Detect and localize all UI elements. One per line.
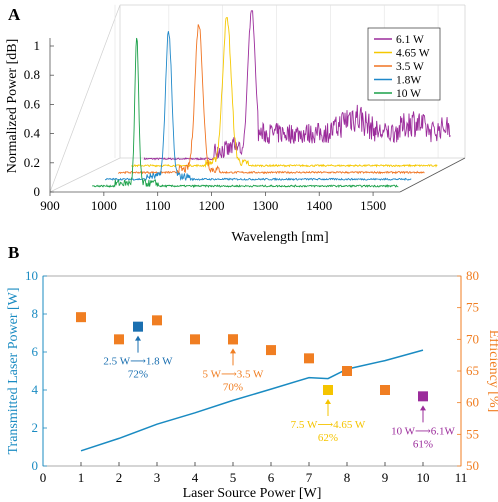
panel-a-left-wall [49, 4, 121, 193]
legend-label: 10 W [396, 88, 421, 100]
spectrum-3-5-w [118, 24, 425, 175]
y-left-tick-label: 4 [32, 382, 39, 397]
panel-b-label: B [8, 243, 19, 262]
x-tick-label: 1100 [145, 198, 171, 213]
efficiency-point [152, 315, 162, 326]
panel-a-x-label: Wavelength [nm] [231, 230, 328, 245]
panel-a-y-label: Normalized Power [dB] [5, 39, 20, 174]
y-right-tick-label: 60 [466, 395, 479, 410]
highlight-point [228, 334, 238, 345]
x-tick-label: 900 [40, 198, 60, 213]
annotation-efficiency: 72% [128, 369, 148, 381]
x-tick-label: 5 [230, 470, 237, 485]
y-right-tick-label: 65 [466, 363, 479, 378]
x-tick-label: 2 [116, 470, 123, 485]
annotation-label: 2.5 W⟶1.8 W [103, 356, 173, 368]
legend-label: 3.5 W [396, 61, 424, 73]
x-tick-label: 1400 [306, 198, 332, 213]
annotation-arrow-head [230, 348, 236, 354]
annotation-arrow-head [135, 335, 141, 341]
annotation-arrow-head [420, 405, 426, 411]
legend-label: 4.65 W [396, 48, 430, 60]
y-left-tick-label: 0 [32, 458, 39, 473]
efficiency-point [266, 345, 276, 356]
panel-b-annotations: 2.5 W⟶1.8 W72% 5 W⟶3.5 W70% 7.5 W⟶4.65 W62… [103, 321, 456, 450]
y-right-tick-label: 55 [466, 426, 479, 441]
efficiency-point [190, 334, 200, 345]
panel-a: A 900 1000 1100 1200 1300 1400 1500 0 0.2 0.4 0.6 0… [5, 4, 466, 245]
efficiency-point [76, 312, 86, 323]
y-left-tick-label: 10 [25, 268, 38, 283]
spectrum-1-8w [104, 31, 412, 182]
panel-b-x-label: Laser Source Power [W] [183, 486, 322, 501]
y-right-tick-label: 70 [466, 331, 479, 346]
legend-label: 6.1 W [396, 34, 424, 46]
spectrum-6-1-w [143, 10, 451, 161]
annotation-arrow-head [325, 399, 331, 404]
panel-a-ticks: 900 1000 1100 1200 1300 1400 1500 0 0.2 0.4 0.6 0.8… [24, 38, 386, 213]
x-tick-label: 3 [154, 470, 161, 485]
x-tick-label: 10 [417, 470, 430, 485]
annotation-label: 10 W⟶6.1W [391, 425, 455, 437]
x-tick-label: 8 [344, 470, 351, 485]
highlight-point [323, 385, 333, 395]
efficiency-point [304, 353, 314, 364]
x-tick-label: 4 [192, 470, 199, 485]
annotation-efficiency: 62% [318, 432, 338, 444]
y-tick-label: 0.6 [24, 96, 41, 111]
x-tick-label: 1200 [199, 198, 225, 213]
x-tick-label: 9 [382, 470, 389, 485]
panel-a-label: A [8, 5, 21, 24]
annotation-efficiency: 70% [223, 381, 243, 393]
x-tick-label: 6 [268, 470, 275, 485]
panel-b-left-y-label: Transmitted Laser Power [W] [6, 287, 21, 454]
y-tick-label: 0.2 [24, 155, 40, 170]
y-left-tick-label: 2 [32, 420, 39, 435]
annotation-efficiency: 61% [413, 438, 433, 450]
efficiency-point [342, 366, 352, 376]
panel-b-transmitted-line [80, 349, 424, 452]
legend-label: 1.8W [396, 75, 421, 87]
efficiency-point [380, 385, 390, 395]
panel-b-ticks: 0 1 2 3 4 5 6 7 8 9 10 11 0 2 4 6 8 10 50 55 60 65 70 75 80 [25, 268, 479, 485]
annotation-label: 7.5 W⟶4.65 W [291, 419, 366, 431]
y-left-tick-label: 8 [32, 306, 39, 321]
panel-b-right-y-label: Efficiency [%] [486, 330, 498, 413]
y-right-tick-label: 80 [466, 268, 479, 283]
x-tick-label: 0 [40, 470, 47, 485]
highlight-point [133, 321, 143, 332]
y-tick-label: 0 [34, 184, 41, 199]
x-tick-label: 1300 [252, 198, 278, 213]
x-tick-label: 1 [78, 470, 85, 485]
y-right-tick-label: 75 [466, 300, 479, 315]
x-tick-label: 1500 [360, 198, 386, 213]
transmitted-power-line [80, 349, 424, 452]
legend-box [367, 27, 441, 101]
panel-b: B 0 1 2 3 4 5 6 7 8 9 10 11 0 2 4 6 8 10 50 55 60 65 70 75 80 2.… [6, 243, 498, 501]
y-left-tick-label: 6 [32, 344, 39, 359]
panel-a-traces [91, 10, 451, 189]
panel-a-depth-axis [399, 157, 466, 193]
highlight-point [418, 391, 428, 402]
x-tick-label: 1000 [91, 198, 117, 213]
annotation-label: 5 W⟶3.5 W [203, 368, 265, 380]
y-tick-label: 0.8 [24, 67, 40, 82]
x-tick-label: 7 [306, 470, 313, 485]
efficiency-point [114, 334, 124, 345]
spectrum-4-65-w [131, 17, 438, 168]
spectrum-10-w [91, 37, 399, 189]
x-tick-label: 11 [455, 470, 468, 485]
y-right-tick-label: 50 [466, 458, 479, 473]
y-tick-label: 1 [34, 38, 41, 53]
y-tick-label: 0.4 [24, 126, 41, 141]
